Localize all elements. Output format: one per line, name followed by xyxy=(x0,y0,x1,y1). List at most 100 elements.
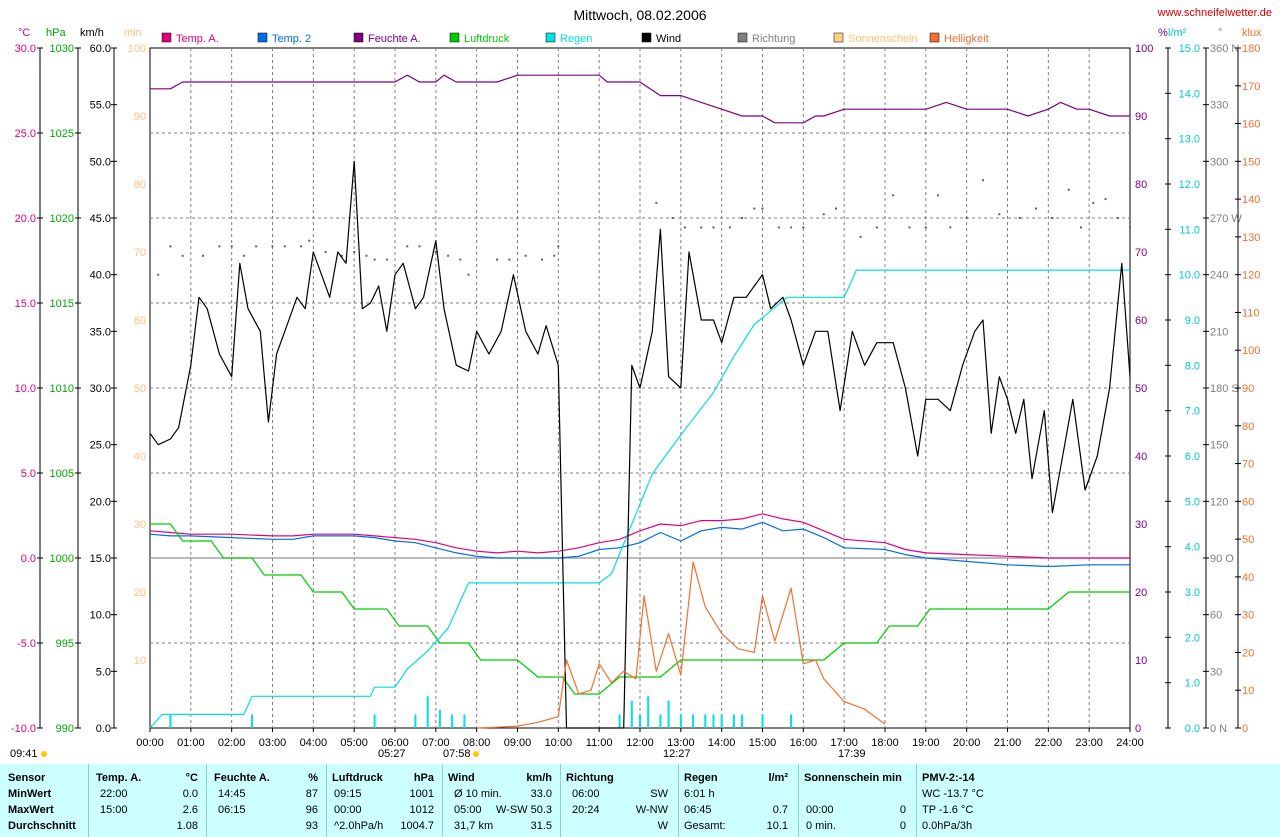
tick-label-light: 40 xyxy=(1242,572,1254,584)
direction-point xyxy=(467,273,470,276)
direction-point xyxy=(761,207,764,210)
direction-point xyxy=(1018,217,1021,219)
tick-label-sun: 60 xyxy=(134,315,146,327)
tick-label-wind: 0.0 xyxy=(96,723,111,735)
series-feuchte-a- xyxy=(150,74,1130,124)
direction-point xyxy=(728,226,731,229)
footer-cell: 00:00 xyxy=(806,804,834,816)
tick-label-rain: 0.0 xyxy=(1185,723,1200,735)
marker-label-2: 07:58 xyxy=(443,748,471,760)
footer-separator xyxy=(560,764,561,837)
footer-cell: 31.5 xyxy=(530,820,552,832)
tick-label-wind: 60.0 xyxy=(90,43,111,55)
tick-label-sun: 10 xyxy=(134,655,146,667)
footer-cell: 0.7 xyxy=(772,804,788,816)
tick-label-rain: 15.0 xyxy=(1179,43,1200,55)
footer-cell: 09:15 xyxy=(334,788,362,800)
unit-wind: km/h xyxy=(80,27,104,39)
legend-label: Temp. A. xyxy=(176,33,219,45)
direction-point xyxy=(802,226,805,229)
tick-label-direction: 300 xyxy=(1210,156,1228,168)
tick-label-rain: 9.0 xyxy=(1185,315,1200,327)
tick-label-sun: 90 xyxy=(134,111,146,123)
footer-cell: Gesamt: xyxy=(684,820,726,832)
tick-label-wind: 5.0 xyxy=(96,666,111,678)
footer-cell: 6:01 h xyxy=(684,788,715,800)
footer-cell: Sensor xyxy=(8,772,46,784)
series-temp-2 xyxy=(149,521,1130,568)
footer-cell: 06:15 xyxy=(218,804,246,816)
legend-swatch xyxy=(641,32,652,43)
tick-label-humidity: 0 xyxy=(1135,723,1141,735)
x-tick-label: 03:00 xyxy=(259,737,287,749)
unit-rain: l/m² xyxy=(1168,27,1187,39)
rain-bar xyxy=(647,696,650,728)
tick-label-direction: 330 xyxy=(1210,100,1228,112)
tick-label-direction: 0 N xyxy=(1210,723,1227,735)
tick-label-temp: -10.0 xyxy=(11,723,36,735)
rain-bar xyxy=(761,714,764,728)
x-tick-label: 12:00 xyxy=(626,737,654,749)
direction-point xyxy=(324,251,327,253)
direction-point xyxy=(700,226,703,229)
tick-label-light: 30 xyxy=(1242,610,1254,622)
legend-label: Regen xyxy=(560,33,592,45)
tick-label-light: 130 xyxy=(1242,232,1260,244)
tick-label-humidity: 30 xyxy=(1135,519,1147,531)
direction-point xyxy=(1116,217,1119,219)
unit-pressure: hPa xyxy=(46,27,66,39)
footer-cell: Regen xyxy=(684,772,718,784)
rain-bar xyxy=(667,700,670,728)
statistics-footer: Sensor MinWert MaxWert Durchschnitt Temp. A.… xyxy=(0,764,1280,837)
unit-temp: °C xyxy=(18,27,30,39)
tick-label-humidity: 40 xyxy=(1135,451,1147,463)
footer-cell: 87 xyxy=(305,788,318,800)
website-link[interactable]: www.schneifelwetter.de xyxy=(1157,7,1272,19)
tick-label-sun: 100 xyxy=(128,43,146,55)
footer-cell: Richtung xyxy=(566,772,614,784)
series-wind xyxy=(149,160,1131,729)
tick-label-rain: 3.0 xyxy=(1185,587,1200,599)
footer-cell: ^2.0hPa/h xyxy=(334,820,384,832)
legend-label: Wind xyxy=(656,33,681,45)
direction-point xyxy=(1129,226,1131,229)
footer-cell: 0.0 xyxy=(182,788,198,800)
x-tick-label: 00:00 xyxy=(136,737,164,749)
legend-label: Feuchte A. xyxy=(368,33,421,45)
plot-area xyxy=(149,74,1131,729)
direction-point xyxy=(353,251,356,253)
tick-label-light: 170 xyxy=(1242,81,1260,93)
footer-separator xyxy=(678,764,679,837)
footer-cell: % xyxy=(308,772,318,784)
rain-bar xyxy=(451,714,454,728)
tick-label-light: 180 xyxy=(1242,43,1260,55)
direction-point xyxy=(434,251,437,253)
x-tick-label: 20:00 xyxy=(953,737,981,749)
rain-bar xyxy=(720,714,723,728)
direction-point xyxy=(308,239,311,242)
series-helligkeit xyxy=(476,561,886,729)
legend-label: Luftdruck xyxy=(464,33,510,45)
footer-cell: MaxWert xyxy=(8,804,54,816)
footer-cell: 1012 xyxy=(409,804,434,816)
legend-label: Richtung xyxy=(752,33,795,45)
marker-label-4: 17:39 xyxy=(838,748,866,760)
x-tick-label: 23:00 xyxy=(1075,737,1103,749)
direction-point xyxy=(373,258,376,261)
tick-label-light: 110 xyxy=(1242,307,1260,319)
footer-cell: 1001 xyxy=(409,788,434,800)
footer-cell: SW xyxy=(650,788,668,800)
footer-cell: 0 xyxy=(899,820,906,832)
tick-label-rain: 6.0 xyxy=(1185,451,1200,463)
direction-point xyxy=(524,254,527,257)
tick-label-direction: 90 O xyxy=(1210,553,1234,565)
tick-label-humidity: 20 xyxy=(1135,587,1147,599)
x-tick-label: 05:00 xyxy=(340,737,368,749)
weather-chart: Mittwoch, 08.02.2006 www.schneifelwetter… xyxy=(10,7,1272,760)
rain-bar xyxy=(426,696,429,728)
tick-label-humidity: 80 xyxy=(1135,179,1147,191)
x-tick-label: 06:00 xyxy=(381,737,409,749)
rain-bar xyxy=(790,714,793,728)
direction-point xyxy=(157,273,160,276)
direction-point xyxy=(230,245,233,248)
